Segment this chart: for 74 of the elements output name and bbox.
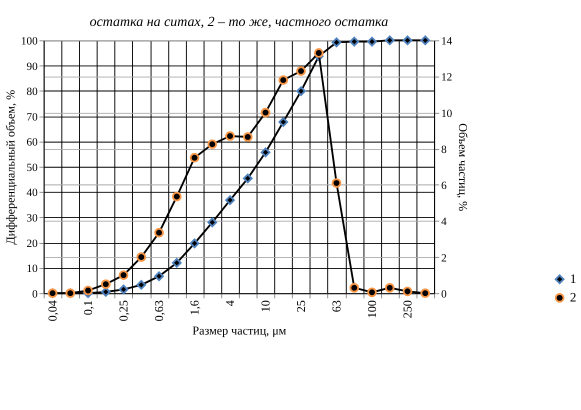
- point: [420, 288, 430, 298]
- y-tick-label: 40: [26, 187, 38, 200]
- x-tick-label: 10: [258, 300, 273, 312]
- x-tick-label: 4: [223, 300, 238, 306]
- point: [172, 192, 182, 202]
- x-tick-label: 0,25: [116, 300, 131, 322]
- legend-label: 2: [570, 290, 576, 305]
- point: [260, 148, 270, 158]
- point: [242, 132, 253, 142]
- point: [314, 48, 324, 58]
- point: [367, 36, 377, 46]
- y-tick-label: 10: [26, 263, 38, 276]
- point: [225, 195, 235, 205]
- y2-tick-label: 14: [441, 36, 453, 48]
- x-tick-label: 0,63: [152, 300, 166, 322]
- x-tick-label: 250: [400, 300, 415, 318]
- y2-tick-label: 0: [441, 288, 448, 300]
- y2-tick-label: 2: [441, 252, 447, 264]
- x-tick-label: 1,6: [188, 300, 202, 316]
- y-tick-label: 50: [26, 162, 38, 174]
- point: [100, 279, 111, 289]
- y-tick-label: 60: [26, 136, 38, 149]
- y2-tick-label: 6: [441, 180, 448, 192]
- point: [118, 270, 128, 280]
- point: [118, 284, 128, 294]
- y-tick-label: 0: [32, 288, 38, 300]
- y-tick-label: 70: [26, 111, 38, 124]
- point: [402, 286, 412, 296]
- point: [349, 36, 360, 46]
- point: [136, 252, 146, 262]
- point: [367, 287, 377, 298]
- point: [136, 280, 146, 290]
- y-tick-label: 80: [26, 86, 38, 98]
- x-tick-label: 100: [365, 300, 380, 318]
- point: [384, 36, 395, 46]
- y2-tick-label: 12: [441, 72, 452, 84]
- point: [154, 228, 164, 238]
- point: [190, 152, 200, 163]
- point: [190, 238, 200, 248]
- point: [278, 75, 288, 85]
- point: [384, 282, 395, 293]
- y2-tick-label: 4: [441, 216, 448, 228]
- point: [242, 174, 253, 184]
- legend-label: 1: [570, 270, 576, 286]
- point: [207, 139, 218, 150]
- y2-axis-title: Объем частиц, %: [456, 123, 470, 212]
- point: [225, 131, 235, 141]
- x-tick-label: 63: [330, 300, 344, 312]
- y2-tick-label: 8: [441, 144, 448, 156]
- point: [296, 86, 306, 96]
- text: остатка на ситах, 2 – то же, частного остатка: [90, 15, 388, 30]
- point: [296, 66, 306, 76]
- point: [349, 282, 360, 293]
- point: [172, 258, 182, 268]
- y-tick-label: 20: [26, 238, 38, 250]
- point: [402, 36, 412, 46]
- y-axis-title: Дифференциальный объем, %: [3, 90, 18, 245]
- y-tick-label: 100: [20, 36, 38, 48]
- point: [207, 218, 218, 228]
- point: [332, 178, 342, 188]
- x-tick-label: 0,1: [81, 300, 96, 316]
- y-tick-label: 30: [26, 212, 38, 225]
- y-tick-label: 90: [26, 60, 38, 73]
- point: [83, 286, 93, 296]
- point: [420, 36, 430, 46]
- x-tick-label: 25: [294, 300, 308, 312]
- x-axis-title: Размер частиц, μм: [192, 323, 287, 338]
- point: [278, 117, 288, 127]
- point: [100, 287, 111, 297]
- point: [332, 38, 342, 48]
- y2-tick-label: 10: [441, 108, 453, 120]
- x-tick-label: 0,04: [46, 300, 60, 322]
- point: [154, 271, 164, 282]
- point: [260, 108, 270, 118]
